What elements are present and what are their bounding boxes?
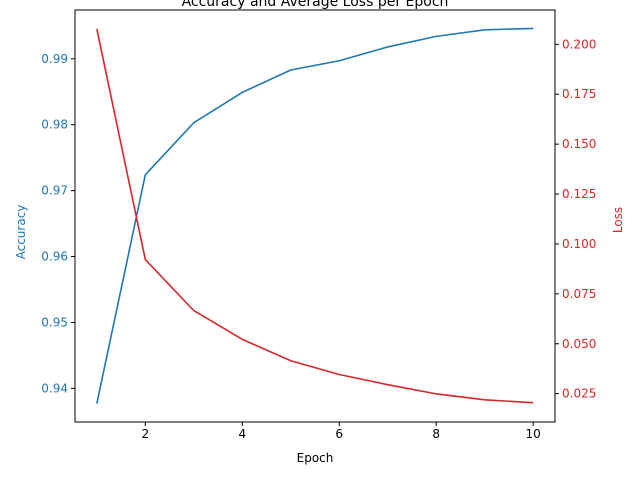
right-y-tick-label: 0.025 [562,387,596,401]
left-y-tick-label: 0.94 [41,381,68,395]
axes-frame [74,9,556,423]
x-tick-label: 6 [335,427,343,441]
x-tick-label: 2 [141,427,149,441]
left-y-tick-label: 0.98 [41,118,68,132]
right-y-tick-label: 0.125 [562,187,596,201]
x-tick-label: 8 [432,427,440,441]
right-y-tick-label: 0.200 [562,37,596,51]
chart-title: Accuracy and Average Loss per Epoch [182,0,449,10]
plot-area: 2 4 6 8 10 0.94 0.95 0.96 0.97 0.98 0.99 0.025 0.050… [41,9,596,441]
left-y-tick-label: 0.95 [41,315,68,329]
left-y-axis-label: Accuracy [14,205,28,260]
right-y-tick-label: 0.075 [562,287,596,301]
x-tick-label: 10 [526,427,541,441]
right-y-tick-label: 0.100 [562,237,596,251]
right-y-tick-label: 0.175 [562,87,596,101]
accuracy-line [96,27,534,404]
x-tick-label: 4 [238,427,246,441]
x-axis-label: Epoch [297,451,334,465]
left-y-tick-label: 0.99 [41,52,68,66]
left-y-tick-label: 0.97 [41,184,68,198]
loss-line [96,28,534,404]
right-y-tick-label: 0.150 [562,137,596,151]
left-y-tick-label: 0.96 [41,250,68,264]
right-y-tick-label: 0.050 [562,337,596,351]
right-y-axis-label: Loss [611,207,625,233]
